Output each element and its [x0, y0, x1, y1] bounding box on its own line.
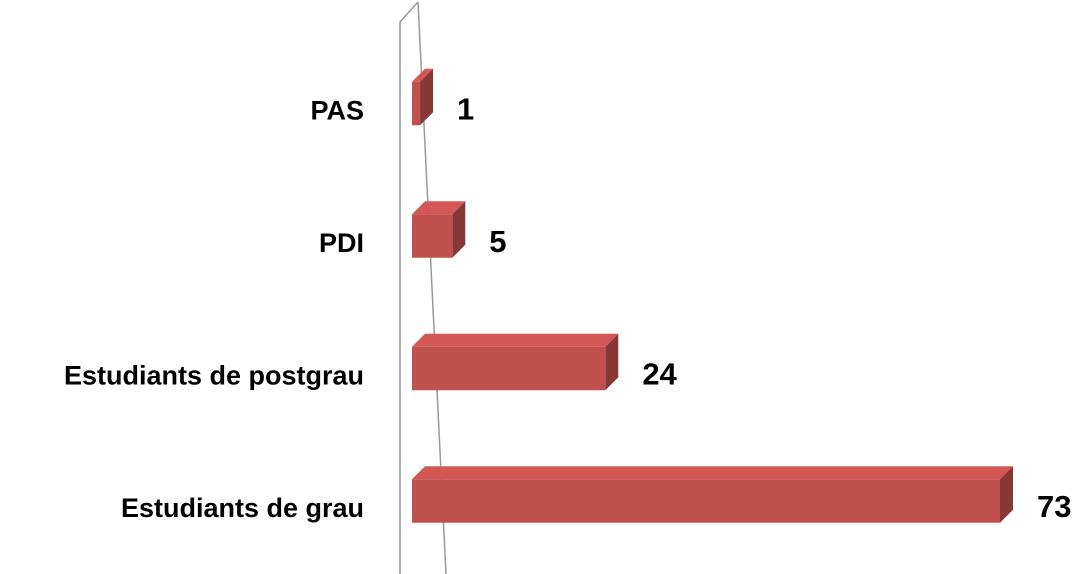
y-tick-label: PAS — [310, 95, 364, 125]
bar-side — [605, 333, 619, 391]
value-label: 24 — [642, 357, 677, 392]
bar — [412, 346, 606, 391]
value-label: 73 — [1037, 489, 1071, 524]
y-tick-label: Estudiants de postgrau — [64, 360, 364, 390]
y-tick-label: PDI — [319, 228, 364, 258]
bar-top — [412, 466, 1013, 480]
bar — [412, 214, 453, 258]
bar — [412, 479, 1000, 523]
bar — [412, 81, 421, 126]
y-tick-label: Estudiants de grau — [121, 493, 364, 523]
value-label: 5 — [489, 224, 506, 259]
bar-side — [420, 68, 434, 126]
wall-edge — [399, 1, 419, 23]
bar-top — [412, 68, 434, 82]
bar-side — [452, 201, 466, 258]
value-label: 1 — [457, 92, 474, 127]
bar-top — [412, 333, 619, 347]
bar-top — [412, 201, 466, 215]
bar-side — [1000, 466, 1013, 523]
